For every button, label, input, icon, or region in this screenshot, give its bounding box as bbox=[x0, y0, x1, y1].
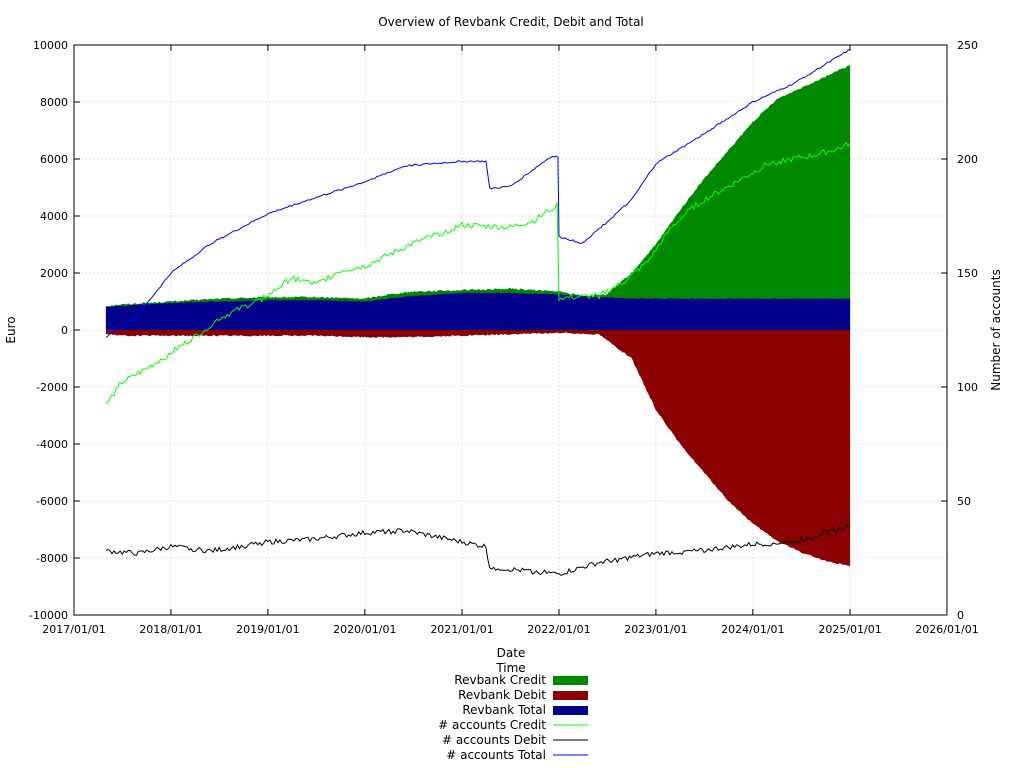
y2-axis-title: Number of accounts bbox=[989, 269, 1003, 390]
chart-title: Overview of Revbank Credit, Debit and To… bbox=[378, 15, 644, 29]
y-tick-label: 6000 bbox=[40, 153, 68, 166]
x-tick-label: 2019/01/01 bbox=[236, 623, 299, 636]
accounts-total-line bbox=[105, 49, 851, 338]
y-tick-label: -4000 bbox=[36, 438, 68, 451]
y-tick-label: 10000 bbox=[33, 39, 68, 52]
y2-tick-label: 100 bbox=[957, 381, 978, 394]
x-tick-label: 2018/01/01 bbox=[139, 623, 202, 636]
x-tick-label: 2020/01/01 bbox=[333, 623, 396, 636]
y-tick-label: 4000 bbox=[40, 210, 68, 223]
legend-swatch bbox=[553, 706, 588, 715]
axes: 1000080006000400020000-2000-4000-6000-80… bbox=[29, 39, 979, 636]
y-tick-label: 2000 bbox=[40, 267, 68, 280]
legend-swatch bbox=[553, 691, 588, 700]
debit-area bbox=[105, 330, 851, 567]
line-series bbox=[105, 49, 851, 576]
x-axis-title: Date bbox=[497, 646, 526, 660]
accounts-debit-line bbox=[105, 525, 851, 576]
y-tick-label: -10000 bbox=[29, 609, 68, 622]
accounts-credit-line bbox=[105, 141, 851, 404]
total-area bbox=[105, 292, 851, 330]
legend-label: # accounts Total bbox=[446, 748, 546, 762]
x-tick-label: 2023/01/01 bbox=[624, 623, 687, 636]
y-tick-label: -6000 bbox=[36, 495, 68, 508]
legend-label: Revbank Debit bbox=[458, 688, 546, 702]
y2-tick-label: 50 bbox=[957, 495, 971, 508]
y-tick-label: -2000 bbox=[36, 381, 68, 394]
y-tick-label: 0 bbox=[61, 324, 68, 337]
y-tick-label: -8000 bbox=[36, 552, 68, 565]
legend-swatch bbox=[553, 676, 588, 685]
x-tick-label: 2021/01/01 bbox=[430, 623, 493, 636]
legend-label: # accounts Debit bbox=[442, 733, 546, 747]
legend-label: Revbank Total bbox=[462, 703, 546, 717]
y2-tick-label: 0 bbox=[957, 609, 964, 622]
x-axis-subtitle: Time bbox=[495, 661, 525, 675]
y-axis-title: Euro bbox=[4, 316, 18, 343]
x-tick-label: 2022/01/01 bbox=[527, 623, 590, 636]
y-tick-label: 8000 bbox=[40, 96, 68, 109]
credit-area bbox=[105, 65, 851, 330]
y2-tick-label: 250 bbox=[957, 39, 978, 52]
y2-tick-label: 200 bbox=[957, 153, 978, 166]
y2-tick-label: 150 bbox=[957, 267, 978, 280]
x-tick-label: 2024/01/01 bbox=[721, 623, 784, 636]
x-tick-label: 2017/01/01 bbox=[42, 623, 105, 636]
x-tick-label: 2026/01/01 bbox=[915, 623, 978, 636]
legend-label: Revbank Credit bbox=[454, 673, 546, 687]
area-series bbox=[105, 65, 851, 567]
legend-label: # accounts Credit bbox=[438, 718, 546, 732]
x-tick-label: 2025/01/01 bbox=[818, 623, 881, 636]
